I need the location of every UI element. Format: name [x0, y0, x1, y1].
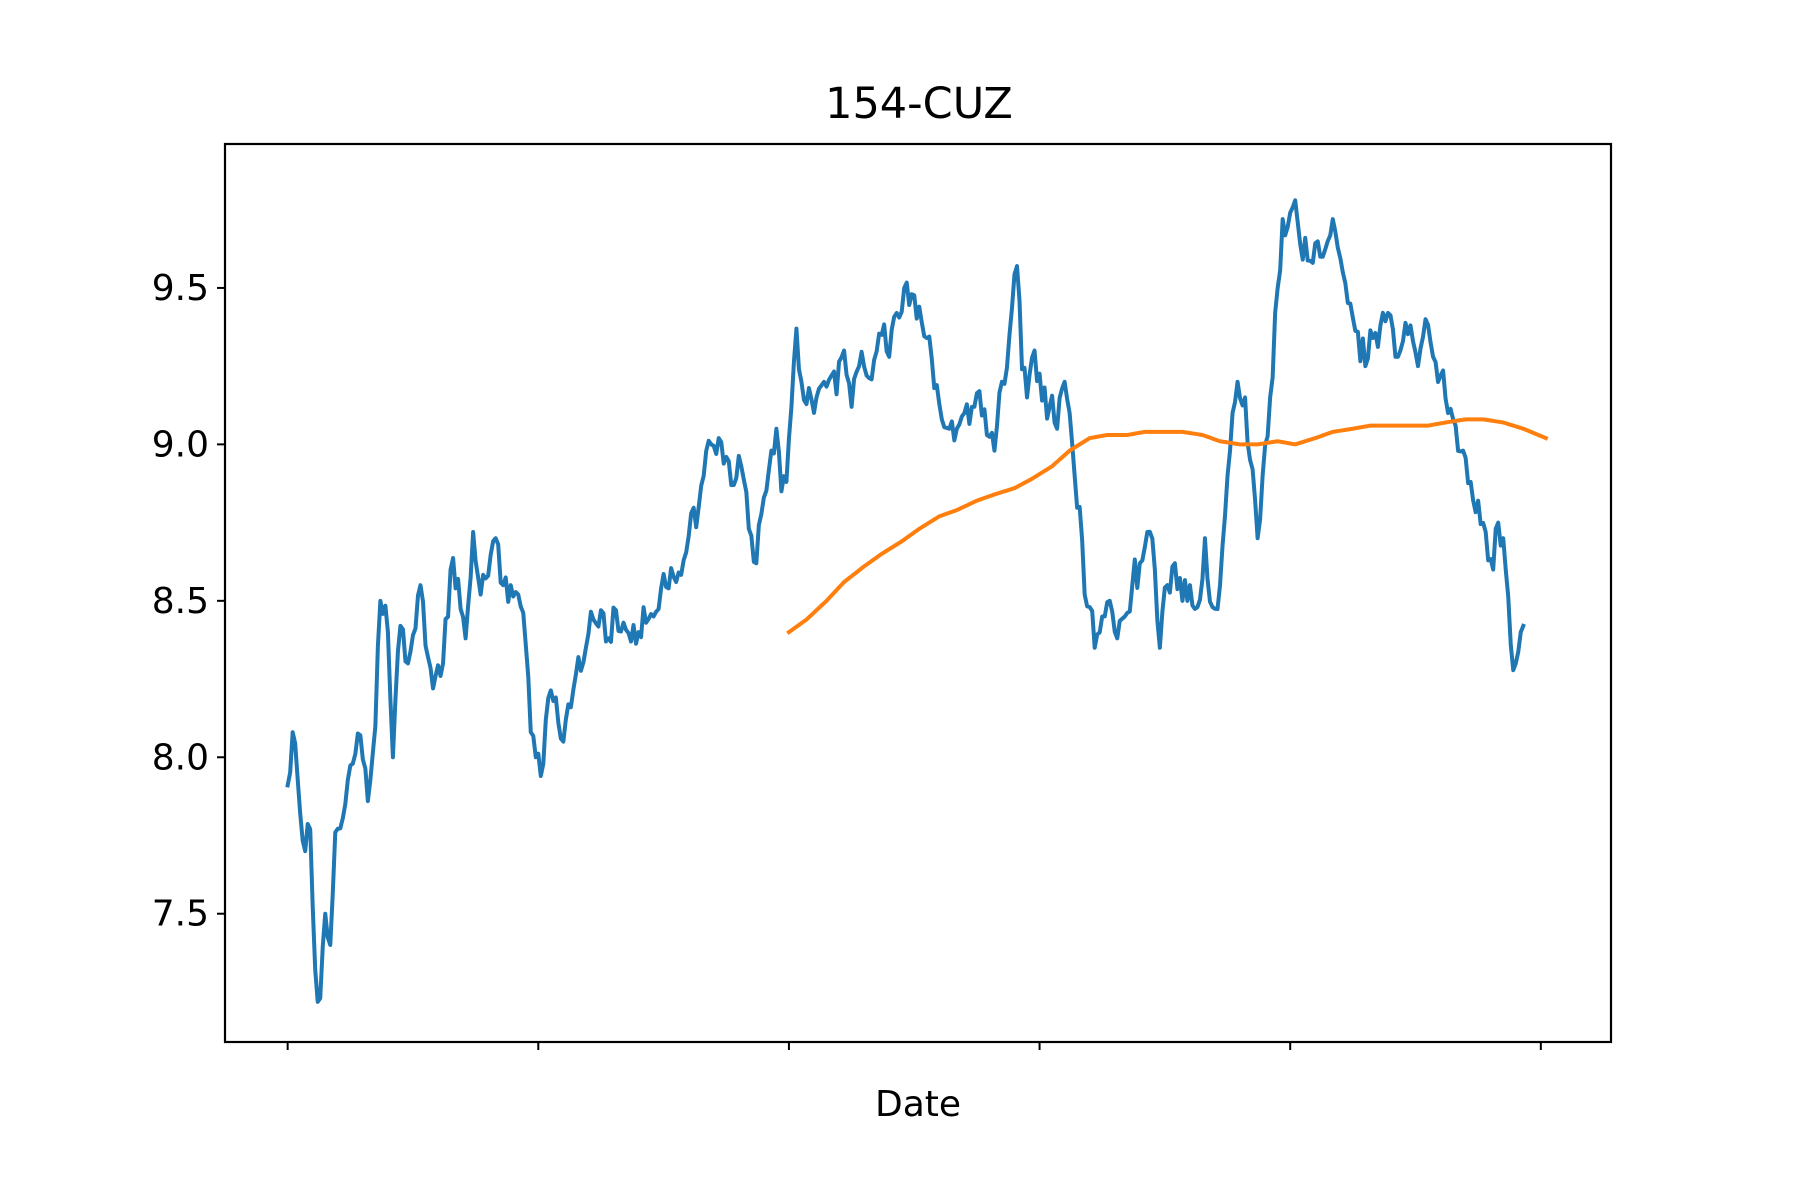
y-tick-label: 9.0 [152, 424, 209, 465]
y-tick-label: 8.0 [152, 737, 209, 778]
y-axis: 7.5 8.0 8.5 9.0 9.5 [152, 268, 225, 935]
y-tick-label: 9.5 [152, 268, 209, 309]
y-tick-label: 7.5 [152, 894, 209, 935]
plot-area [223, 142, 1613, 1044]
series-line-orange [786, 417, 1549, 635]
series-layer [285, 198, 1549, 1004]
chart-title: 154-CUZ [825, 79, 1013, 129]
x-axis-label: Date [875, 1084, 961, 1125]
y-tick-label: 8.5 [152, 581, 209, 622]
x-axis [286, 1042, 1542, 1050]
plot-frame [223, 142, 1613, 1044]
plot-background [225, 144, 1611, 1042]
series-line-blue [285, 198, 1526, 1004]
